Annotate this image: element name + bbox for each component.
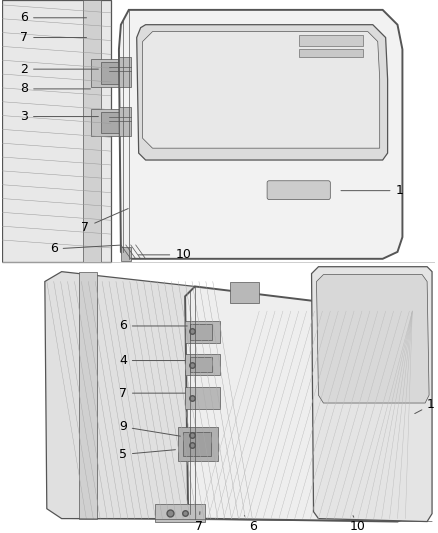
Bar	[121, 247, 131, 261]
Text: 7: 7	[81, 208, 128, 233]
Bar	[185, 387, 220, 409]
Bar	[119, 107, 131, 136]
Bar	[91, 109, 129, 136]
Bar	[155, 504, 205, 522]
Text: 7: 7	[20, 31, 87, 44]
Bar	[230, 281, 259, 303]
Bar	[83, 0, 101, 262]
Polygon shape	[143, 31, 380, 148]
Polygon shape	[45, 272, 195, 519]
Text: 2: 2	[20, 63, 99, 76]
Text: 7: 7	[195, 512, 203, 533]
Polygon shape	[185, 286, 415, 522]
Polygon shape	[137, 25, 388, 160]
Text: 7: 7	[119, 386, 185, 400]
Text: 1: 1	[341, 184, 403, 197]
Polygon shape	[317, 274, 429, 403]
Bar	[79, 272, 97, 519]
Bar	[101, 111, 121, 133]
Bar	[178, 427, 218, 461]
Bar	[299, 35, 363, 46]
Text: 4: 4	[119, 354, 185, 367]
FancyBboxPatch shape	[267, 181, 330, 199]
Bar	[190, 357, 212, 373]
Bar	[185, 353, 220, 375]
Bar	[119, 57, 131, 87]
Bar	[91, 59, 129, 87]
Bar	[101, 62, 121, 84]
Text: 8: 8	[20, 83, 91, 95]
Text: 6: 6	[119, 319, 187, 333]
Polygon shape	[311, 266, 432, 522]
Text: 6: 6	[244, 515, 257, 533]
Text: 10: 10	[138, 248, 191, 261]
Text: 3: 3	[20, 110, 99, 123]
Polygon shape	[119, 10, 403, 259]
Text: 6: 6	[50, 243, 120, 255]
Text: 1: 1	[415, 399, 435, 414]
Text: 10: 10	[350, 515, 366, 533]
Bar	[183, 432, 211, 456]
Text: 6: 6	[20, 11, 87, 25]
Bar	[190, 324, 212, 340]
Bar	[185, 321, 220, 343]
Polygon shape	[2, 0, 111, 262]
Text: 9: 9	[119, 420, 180, 436]
Bar	[299, 50, 363, 57]
Text: 5: 5	[119, 448, 176, 461]
